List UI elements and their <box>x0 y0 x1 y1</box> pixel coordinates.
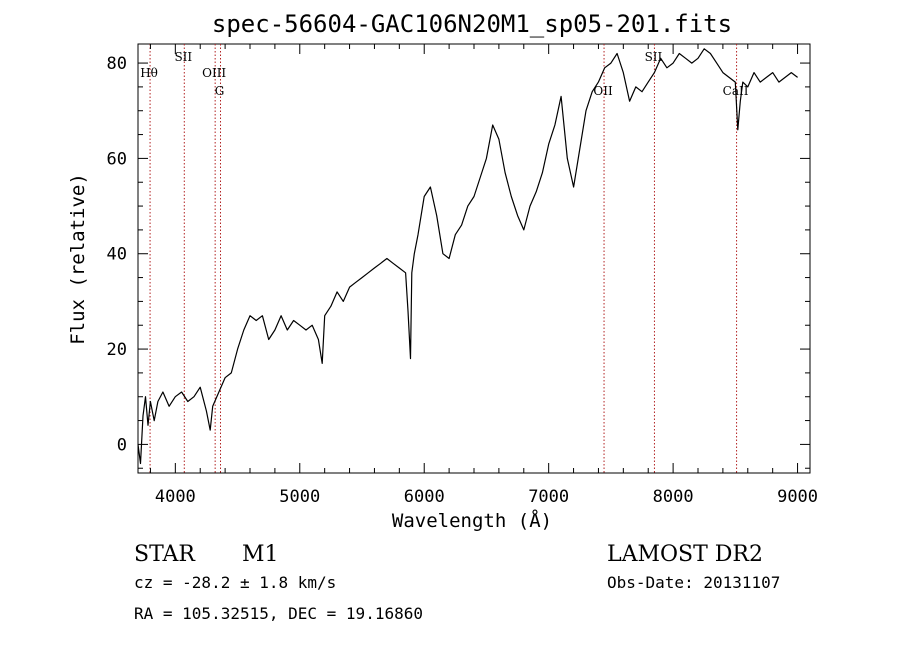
x-tick-label: 8000 <box>653 487 694 507</box>
marker-label-5: SII <box>645 50 663 64</box>
x-axis-label: Wavelength (Å) <box>392 509 552 532</box>
x-tick-label: 4000 <box>155 487 196 507</box>
marker-label-3: G <box>215 84 225 98</box>
survey-name: LAMOST DR2 <box>607 542 763 567</box>
coordinates-text: RA = 105.32515, DEC = 19.16860 <box>134 604 423 623</box>
y-tick-label: 20 <box>107 340 127 360</box>
y-tick-label: 40 <box>107 245 127 265</box>
object-class: STAR <box>134 542 196 567</box>
y-tick-label: 0 <box>117 435 127 455</box>
obs-date: Obs-Date: 20131107 <box>607 573 780 592</box>
axis-ticks: 4000 5000 6000 7000 8000 9000 0 20 40 60 80 <box>107 44 818 507</box>
marker-label-1: SII <box>174 50 192 64</box>
plot-frame <box>137 43 811 474</box>
y-tick-label: 80 <box>107 54 127 74</box>
x-tick-label: 6000 <box>404 487 445 507</box>
plot-border <box>137 43 811 474</box>
y-tick-label: 60 <box>107 149 127 169</box>
y-axis-label: Flux (relative) <box>67 173 89 345</box>
x-tick-label: 5000 <box>279 487 320 507</box>
x-tick-label: 7000 <box>528 487 569 507</box>
marker-label-0: Hθ <box>140 66 158 80</box>
object-subclass: M1 <box>242 542 279 567</box>
chart-title: spec-56604-GAC106N20M1_sp05-201.fits <box>212 10 732 38</box>
redshift-text: cz = -28.2 ± 1.8 km/s <box>134 573 336 592</box>
marker-label-2: OIII <box>202 66 226 80</box>
spectrum-line-0 <box>137 48 798 465</box>
spectrum-series <box>137 48 798 465</box>
marker-label-4: OII <box>593 84 613 98</box>
x-tick-label: 9000 <box>777 487 818 507</box>
